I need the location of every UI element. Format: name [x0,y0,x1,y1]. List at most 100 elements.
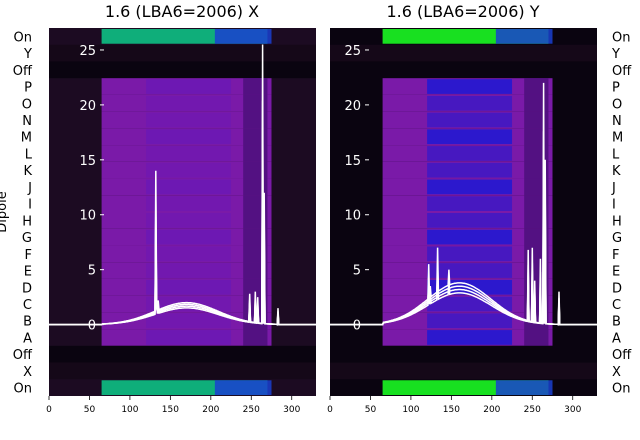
dipole-row-label: On [612,30,630,45]
xtick-label: 150 [162,405,179,415]
heat-cell-pol [49,44,316,62]
xtick-label: 0 [327,405,333,415]
xtick-label: 100 [402,405,419,415]
dipole-row-label: Off [612,348,632,363]
heat-cell-edge [524,145,549,162]
heat-cell-edge [243,94,268,112]
heat-cell-center [427,146,513,161]
dipole-row-label: Y [611,47,620,62]
dipole-row-label: K [612,164,621,179]
xtick-label: 0 [46,405,52,415]
overlay-yticks-x: 0 5 10 15 20 25 [79,44,104,334]
heat-cell-center [427,330,513,345]
heat-cell-center [146,279,232,295]
heat-cell-on-blue [495,380,553,395]
dipole-row-label: O [612,97,622,112]
heat-cell-pol [330,362,597,380]
heat-cell-center [427,246,513,262]
overlay-ytick-label: 10 [79,209,96,224]
dipole-row-label: Off [612,64,632,79]
dipole-row-label: F [25,248,32,263]
dipole-row-label: P [24,81,32,96]
xtick-label: 100 [121,405,138,415]
dipole-row-label: X [23,365,32,380]
heat-cell-center [146,79,232,94]
heat-cell-center [427,179,513,195]
heat-cell-on-blue [214,29,272,44]
heat-cell-edge [243,178,268,196]
dipole-row-label: G [612,231,622,246]
xtick-label: 250 [524,405,541,415]
overlay-ytick-label: 20 [344,99,361,114]
dipole-row-label: M [21,131,32,146]
dipole-row-label: F [612,248,619,263]
dipole-row-label: B [612,315,621,330]
heatmap-x [49,28,316,396]
dipole-row-label: H [612,214,622,229]
overlay-ytick-label: 5 [88,264,96,279]
dipole-axis-label: Dipole [0,191,10,232]
heat-cell-edge [524,78,549,95]
dipole-row-label: M [612,131,623,146]
overlay-ytick-label: 25 [79,44,96,59]
overlay-ytick-label: 10 [344,209,361,224]
heat-cell-off [330,61,597,79]
heat-cell-off [49,345,316,363]
overlay-yticks-y: 0 5 10 15 20 25 [344,44,369,334]
dipole-row-label: E [612,265,620,280]
overlay-ytick-label: 0 [88,319,96,334]
heat-cell-edge [243,111,268,129]
dipole-row-label: N [22,114,32,129]
xtick-label: 150 [443,405,460,415]
heatmap-y [330,28,597,396]
heat-cell-on-blue [214,380,272,395]
heat-cell-center [146,196,232,211]
dipole-row-label: L [612,147,620,162]
heat-cell-pol [49,362,316,380]
heat-cell-edge [524,94,549,112]
heat-cell-center [146,246,232,262]
heat-cell-center [146,229,232,245]
dipole-row-label: J [611,181,616,196]
xtick-label: 300 [564,405,581,415]
dipole-row-label: A [23,331,32,346]
dipole-row-label: C [612,298,621,313]
dipole-row-label: I [28,198,32,213]
dipole-row-label: B [23,315,32,330]
heat-cell-off [49,61,316,79]
xticks-y: 0 50 100 150 200 250 300 [327,396,582,415]
panel-x: 1.6 (LBA6=2006) X Dipole On Y Off PONMLKJIH… [0,2,316,415]
heat-cell-on-blue [495,29,553,44]
heat-cell-center [146,179,232,195]
xtick-label: 250 [243,405,260,415]
overlay-line-trace [49,100,316,326]
heat-cell-edge [524,161,549,179]
dipole-row-label: E [24,265,32,280]
heat-cell-center [146,263,232,278]
overlay-line-trace [330,131,597,326]
heat-cell-center [427,229,513,245]
heat-cell-edge [243,161,268,179]
xtick-label: 50 [365,405,377,415]
heat-cell-center [146,146,232,161]
heat-cell-center [427,162,513,178]
heat-cell-center [146,162,232,178]
overlay-ytick-label: 0 [353,319,361,334]
heat-cell-center [146,213,232,228]
dipole-row-label: N [612,114,622,129]
dipole-row-label: O [22,97,32,112]
xticks-x: 0 50 100 150 200 250 300 [46,396,301,415]
heat-cell-edge [524,111,549,129]
xtick-label: 50 [84,405,96,415]
heat-cell-center [146,129,232,145]
panel-x-title: 1.6 (LBA6=2006) X [105,2,259,21]
dipole-row-label: L [25,147,33,162]
dipole-row-label: On [14,30,32,45]
overlay-line-x [49,44,316,326]
heat-cell-center [146,95,232,111]
panel-y: 1.6 (LBA6=2006) Y On Y Off PONMLKJIHGFEDCBA… [327,2,632,415]
dipole-row-label: K [23,164,32,179]
